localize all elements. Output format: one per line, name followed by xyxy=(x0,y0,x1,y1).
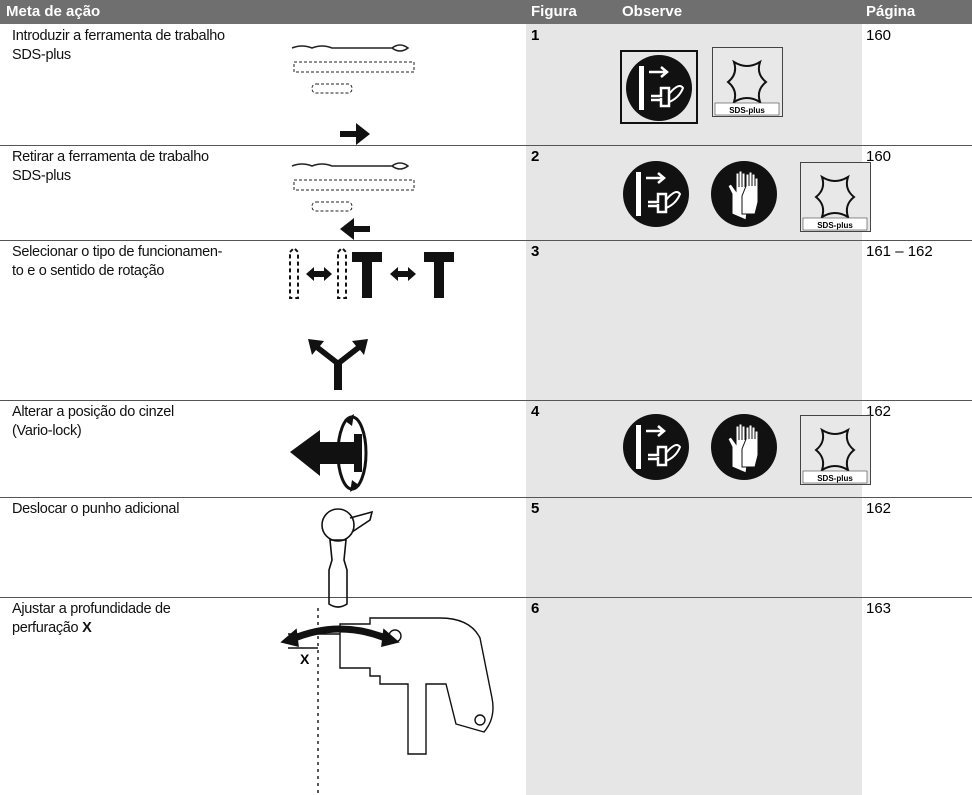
unplug-icon xyxy=(621,159,691,229)
goal-line: (Vario-lock) xyxy=(12,423,82,439)
mode-icons xyxy=(289,246,454,390)
row-separator xyxy=(0,145,972,146)
page-number: 161 – 162 xyxy=(866,243,933,260)
sds-label: SDS-plus xyxy=(729,106,765,115)
sds-label: SDS-plus xyxy=(817,474,853,483)
row-separator xyxy=(0,597,972,598)
goal-line: SDS-plus xyxy=(12,47,71,63)
goal-line: Ajustar a profundidade de xyxy=(12,601,171,617)
figure-number: 1 xyxy=(531,27,540,44)
goal-text: Retirar a ferramenta de trabalho SDS-plus xyxy=(12,148,209,186)
bits-icon xyxy=(291,162,415,212)
goal-text: Introduzir a ferramenta de trabalho SDS-p… xyxy=(12,27,225,65)
unplug-icon xyxy=(624,53,694,123)
arrow-right xyxy=(340,123,370,145)
figure-number: 3 xyxy=(531,243,540,260)
header-figure: Figura xyxy=(531,3,577,20)
goal-text: Deslocar o punho adicional xyxy=(12,500,179,519)
gloves-icon xyxy=(710,160,778,228)
icon-frame xyxy=(620,50,698,124)
figure-number: 2 xyxy=(531,148,540,165)
chisel-icon xyxy=(290,414,368,492)
goal-line: SDS-plus xyxy=(12,168,71,184)
table-header: Meta de ação Figura Observe Página xyxy=(0,0,972,24)
goal-line: Selecionar o tipo de funcionamen- xyxy=(12,244,223,260)
sds-label: SDS-plus xyxy=(817,221,853,230)
column-shade xyxy=(526,24,862,795)
goal-line: to e o sentido de rotação xyxy=(12,263,165,279)
header-page: Página xyxy=(866,3,916,20)
page-number: 162 xyxy=(866,403,892,420)
figure-number: 4 xyxy=(531,403,540,420)
goal-line: perfuração X xyxy=(12,620,92,636)
page-number: 163 xyxy=(866,600,892,617)
row-separator xyxy=(0,400,972,401)
goal-line: Alterar a posição do cinzel xyxy=(12,404,174,420)
page-number: 162 xyxy=(866,500,892,517)
goal-line: Deslocar o punho adicional xyxy=(12,501,180,517)
goal-text: Selecionar o tipo de funcionamen-to e o … xyxy=(12,243,222,281)
goal-text: Ajustar a profundidade de perfuração X xyxy=(12,600,171,638)
drill-icon xyxy=(288,608,494,793)
figure-number: 6 xyxy=(531,600,540,617)
arrow-left xyxy=(340,218,370,240)
page-number: 160 xyxy=(866,27,892,44)
goal-line: Introduzir a ferramenta de trabalho xyxy=(12,28,225,44)
bits-icon xyxy=(291,44,415,94)
goal-line: Retirar a ferramenta de trabalho xyxy=(12,149,209,165)
row-separator xyxy=(0,497,972,498)
depth-label: X xyxy=(300,651,310,667)
goal-text: Alterar a posição do cinzel (Vario-lock) xyxy=(12,403,174,441)
gloves-icon xyxy=(710,413,778,481)
figure-number: 5 xyxy=(531,500,540,517)
goal-emphasis: X xyxy=(82,620,92,636)
header-goal: Meta de ação xyxy=(6,3,101,20)
row-separator xyxy=(0,240,972,241)
unplug-icon xyxy=(621,412,691,482)
page-number: 160 xyxy=(866,148,892,165)
header-observe: Observe xyxy=(622,3,683,20)
